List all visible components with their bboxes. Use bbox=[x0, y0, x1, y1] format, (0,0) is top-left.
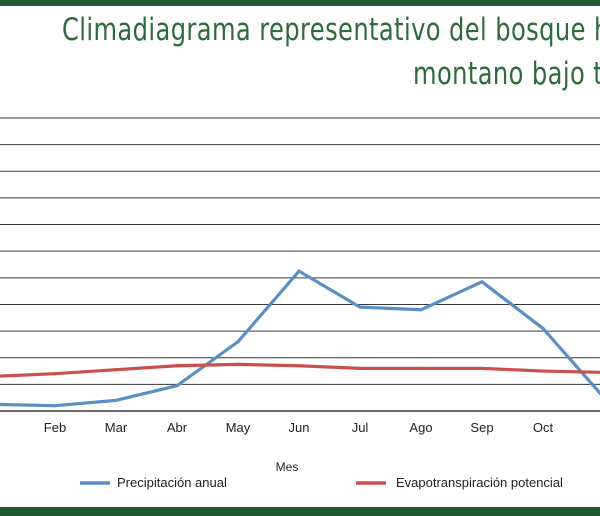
chart-title-line-2: montano bajo t bbox=[413, 56, 600, 92]
x-axis-label: Mes bbox=[276, 460, 299, 474]
data-point bbox=[175, 364, 179, 368]
data-point bbox=[358, 366, 362, 370]
data-point bbox=[419, 308, 423, 312]
data-point bbox=[480, 280, 484, 284]
bottom-frame-bar bbox=[0, 507, 600, 516]
legend: Precipitación anual Evapotranspiración po… bbox=[80, 475, 563, 490]
legend-label: Evapotranspiración potencial bbox=[396, 475, 563, 490]
x-tick-label: Mar bbox=[105, 420, 128, 435]
data-point bbox=[236, 362, 240, 366]
data-point bbox=[480, 366, 484, 370]
data-point bbox=[53, 404, 57, 408]
x-tick-label: Jul bbox=[352, 420, 369, 435]
data-point bbox=[297, 269, 301, 273]
chart-title-line-1: Climadiagrama representativo del bosque … bbox=[62, 12, 600, 48]
data-point bbox=[114, 398, 118, 402]
top-frame-bar bbox=[0, 0, 600, 6]
data-point bbox=[419, 366, 423, 370]
x-tick-label: Abr bbox=[167, 420, 188, 435]
legend-label: Precipitación anual bbox=[117, 475, 227, 490]
data-point bbox=[297, 364, 301, 368]
data-point bbox=[541, 369, 545, 373]
data-point bbox=[236, 340, 240, 344]
x-tick-label: Jun bbox=[289, 420, 310, 435]
data-point bbox=[175, 384, 179, 388]
x-tick-labels: eFebMarAbrMayJunJulAgoSepOctN bbox=[44, 420, 600, 435]
x-tick-label: Sep bbox=[470, 420, 493, 435]
x-tick-label: Ago bbox=[409, 420, 432, 435]
data-point bbox=[53, 372, 57, 376]
data-point bbox=[114, 368, 118, 372]
data-point bbox=[541, 326, 545, 331]
precipitation-series-line bbox=[0, 269, 600, 408]
series-lines bbox=[0, 269, 600, 408]
grid-lines bbox=[0, 117, 600, 412]
x-tick-label: May bbox=[226, 420, 251, 435]
data-point bbox=[358, 305, 362, 309]
x-tick-label: Feb bbox=[44, 420, 66, 435]
x-tick-label: Oct bbox=[533, 420, 554, 435]
